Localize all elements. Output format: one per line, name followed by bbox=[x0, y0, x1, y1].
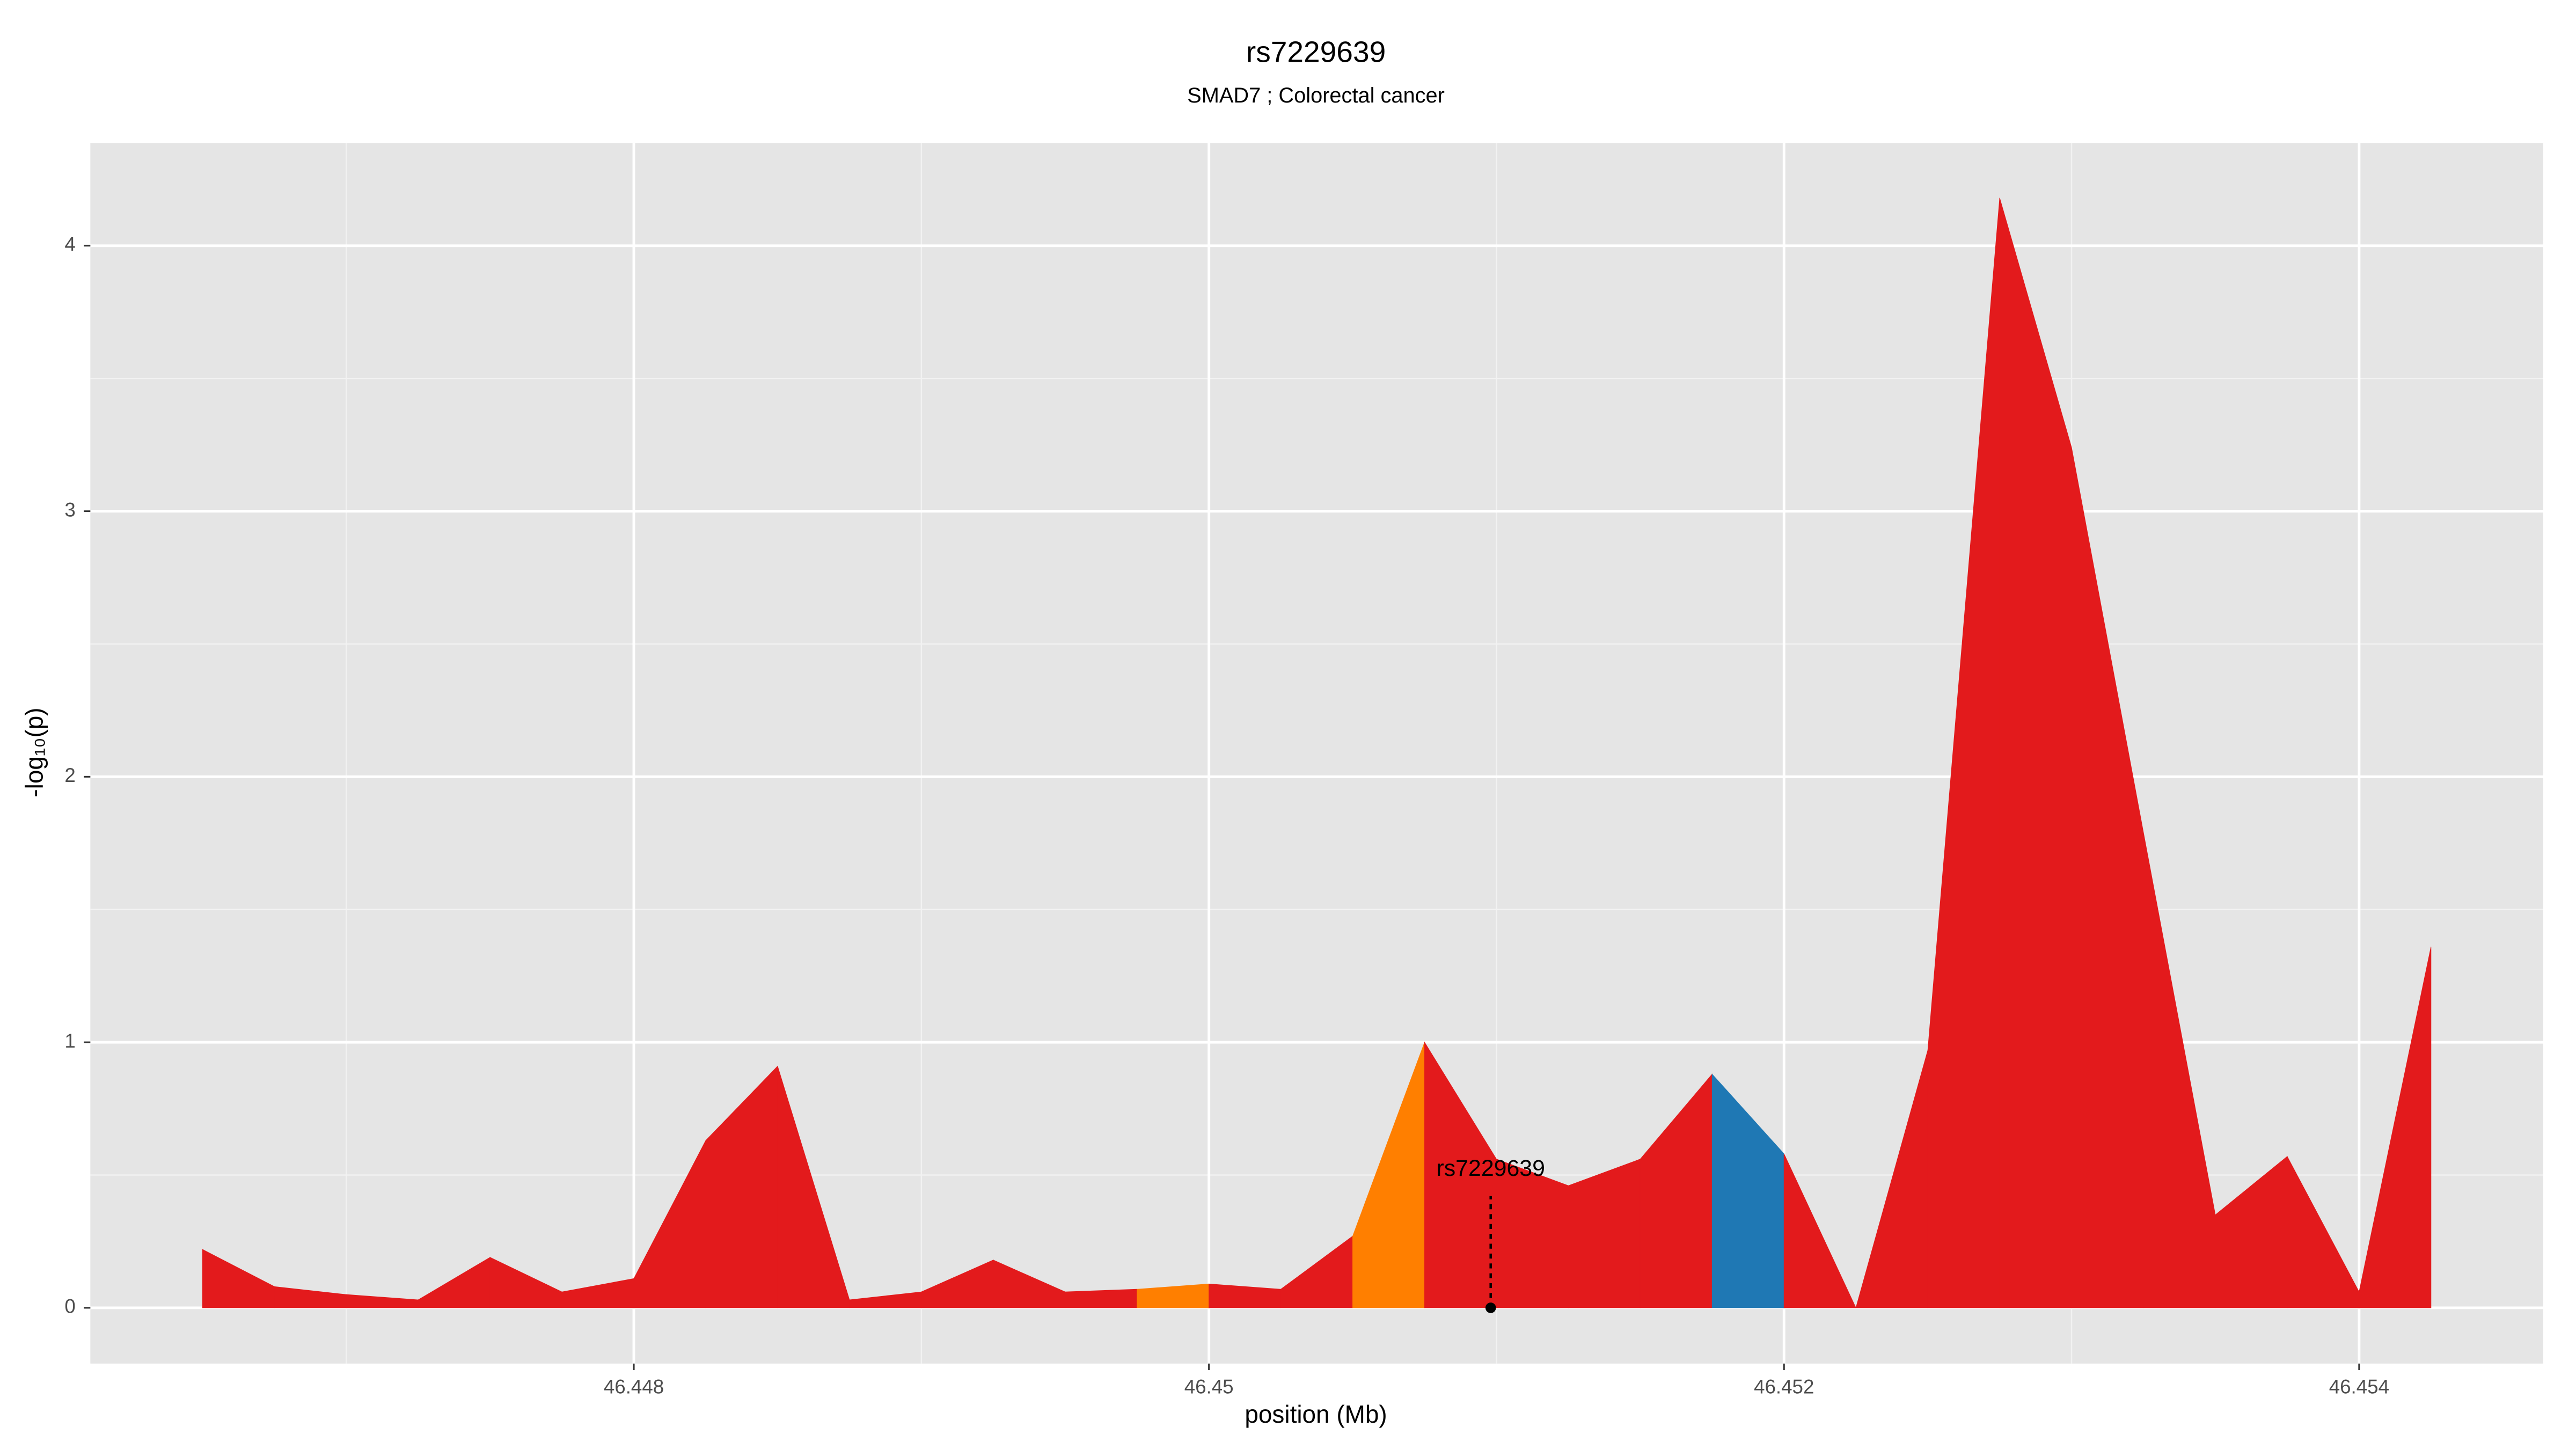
x-tick-label: 46.452 bbox=[1754, 1375, 1814, 1397]
y-tick-label: 0 bbox=[64, 1296, 75, 1318]
y-tick-label: 4 bbox=[64, 233, 75, 255]
x-tick-label: 46.45 bbox=[1184, 1375, 1234, 1397]
area-segment bbox=[1065, 1289, 1138, 1308]
x-axis-label: position (Mb) bbox=[1245, 1400, 1387, 1428]
y-axis-label: -log₁₀(p) bbox=[20, 707, 48, 797]
chart-subtitle: SMAD7 ; Colorectal cancer bbox=[1187, 84, 1445, 107]
annotation-label: rs7229639 bbox=[1436, 1155, 1545, 1181]
annotation-point bbox=[1485, 1302, 1496, 1313]
y-tick-label: 2 bbox=[64, 764, 75, 786]
x-tick-label: 46.448 bbox=[604, 1375, 664, 1397]
chart-title: rs7229639 bbox=[1246, 35, 1386, 69]
area-segment bbox=[2359, 946, 2432, 1308]
area-segment bbox=[1783, 1153, 1856, 1308]
x-tick-label: 46.454 bbox=[2329, 1375, 2389, 1397]
y-tick-label: 1 bbox=[64, 1030, 75, 1052]
y-tick-label: 3 bbox=[64, 499, 75, 521]
